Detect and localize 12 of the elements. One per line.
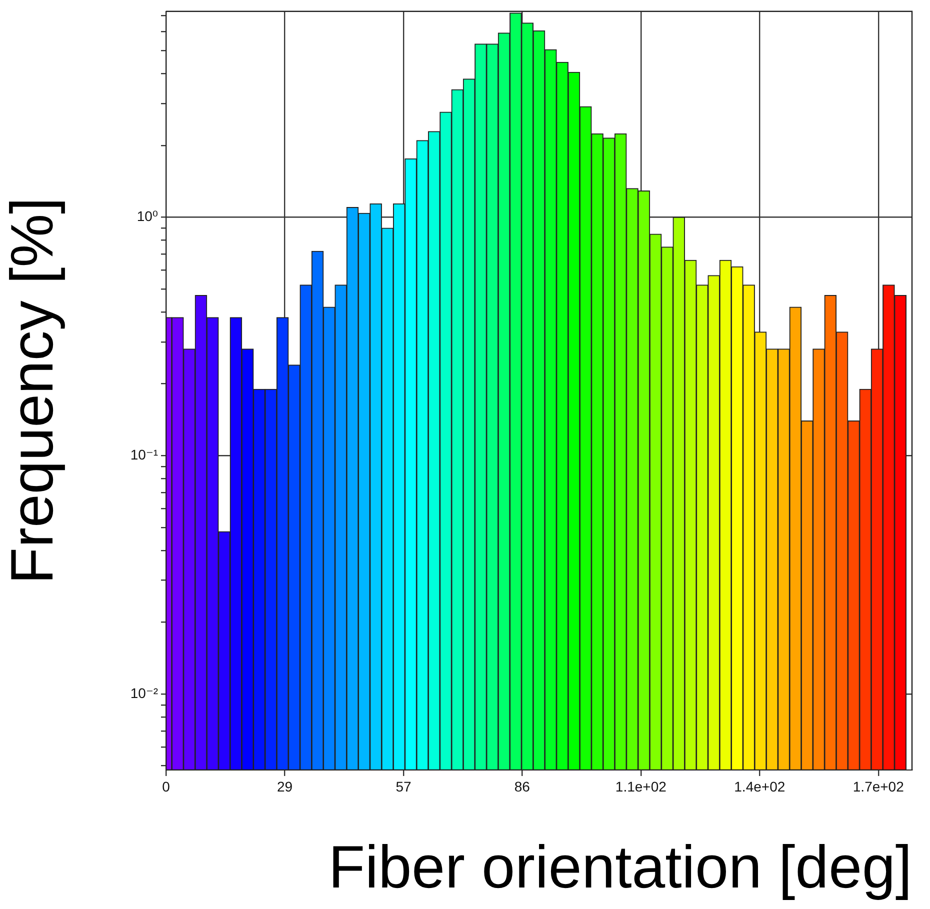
x-tick-label: 1.1e+02 <box>615 778 667 794</box>
x-tick-label: 29 <box>276 778 293 794</box>
x-axis-title: Fiber orientation [deg] <box>328 834 912 901</box>
x-tick-label: 86 <box>514 778 530 794</box>
x-tick-label: 1.7e+02 <box>852 778 904 794</box>
x-tick-label: 57 <box>396 778 412 794</box>
y-tick-label: 10⁰ <box>136 208 158 224</box>
x-tick-label: 0 <box>162 778 170 794</box>
y-axis-title: Frequency [%] <box>0 197 66 584</box>
y-tick-label: 10⁻² <box>130 684 158 701</box>
y-tick-label: 10⁻¹ <box>130 446 158 462</box>
x-tick-label: 1.4e+02 <box>734 778 786 794</box>
